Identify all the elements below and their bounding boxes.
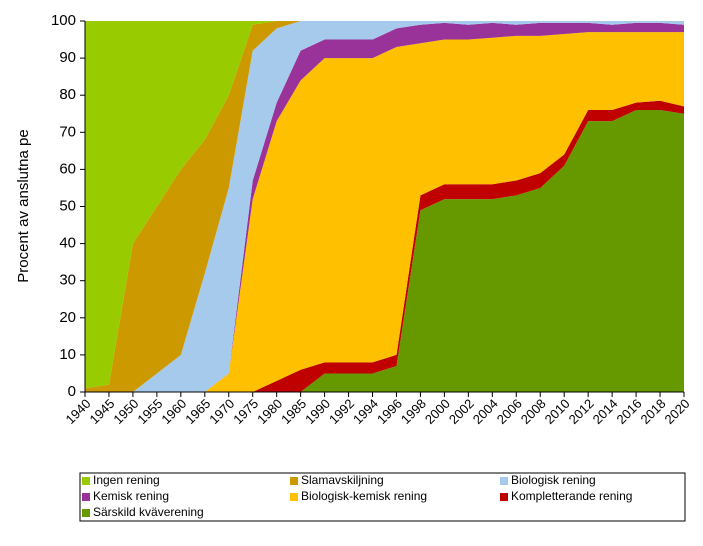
x-tick-label: 2012 [566, 396, 597, 427]
legend-swatch [290, 493, 298, 501]
y-tick-label: 0 [68, 383, 76, 400]
x-tick-label: 1960 [158, 396, 189, 427]
area [85, 21, 684, 392]
x-tick-label: 1994 [350, 396, 381, 427]
legend-box [79, 472, 686, 522]
legend: Ingen rening Slamavskiljning Biologisk ren… [82, 473, 632, 519]
x-tick-label: 2010 [542, 396, 573, 427]
y-tick-label: 40 [59, 235, 76, 252]
x-tick-label: 2020 [661, 396, 692, 427]
x-tick-label: 1990 [302, 396, 333, 427]
area [85, 21, 684, 392]
legend-label: Biologisk-kemisk rening [301, 489, 427, 503]
y-tick-label: 30 [59, 272, 76, 289]
x-tick-label: 2004 [470, 396, 501, 427]
y-tick-label: 60 [59, 160, 76, 177]
x-tick-label: 2008 [518, 396, 549, 427]
area [85, 32, 684, 392]
x-tick-label: 2000 [422, 396, 453, 427]
x-tick-label: 2002 [446, 396, 477, 427]
legend-swatch [290, 477, 298, 485]
x-tick-label: 1950 [110, 396, 141, 427]
x-tick-label: 1965 [182, 396, 213, 427]
legend-swatch [500, 493, 508, 501]
legend-swatch [82, 477, 90, 485]
x-tick-label: 2018 [638, 396, 669, 427]
y-tick-label: 10 [59, 346, 76, 363]
legend-label: Särskild kväverening [93, 505, 204, 519]
legend-label: Ingen rening [93, 473, 160, 487]
y-tick-label: 100 [51, 12, 76, 29]
y-tick-label: 80 [59, 86, 76, 103]
y-tick-label: 50 [59, 197, 76, 214]
x-tick-label: 2016 [614, 396, 645, 427]
x-tick-label: 1985 [278, 396, 309, 427]
area [85, 110, 684, 392]
y-tick-label: 20 [59, 309, 76, 326]
x-tick-label: 1998 [398, 396, 429, 427]
x-tick-label: 1975 [230, 396, 261, 427]
area [85, 21, 684, 389]
x-tick-label: 1955 [134, 396, 165, 427]
legend-swatch [82, 509, 90, 517]
legend-label: Slamavskiljning [301, 473, 384, 487]
legend-label: Kompletterande rening [511, 489, 632, 503]
legend-swatch [82, 493, 90, 501]
y-tick-label: 70 [59, 123, 76, 140]
x-tick-label: 1970 [206, 396, 237, 427]
x-tick-label: 2006 [494, 396, 525, 427]
legend-label: Biologisk rening [511, 473, 596, 487]
x-tick-label: 2014 [590, 396, 621, 427]
y-axis-label: Procent av anslutna pe [15, 129, 32, 282]
x-tick-label: 1996 [374, 396, 405, 427]
x-tick-label: 1980 [254, 396, 285, 427]
x-tick-label: 1940 [62, 396, 93, 427]
x-tick-label: 1945 [86, 396, 117, 427]
legend-label: Kemisk rening [93, 489, 169, 503]
y-tick-label: 90 [59, 49, 76, 66]
x-tick-label: 1992 [326, 396, 357, 427]
legend-swatch [500, 477, 508, 485]
